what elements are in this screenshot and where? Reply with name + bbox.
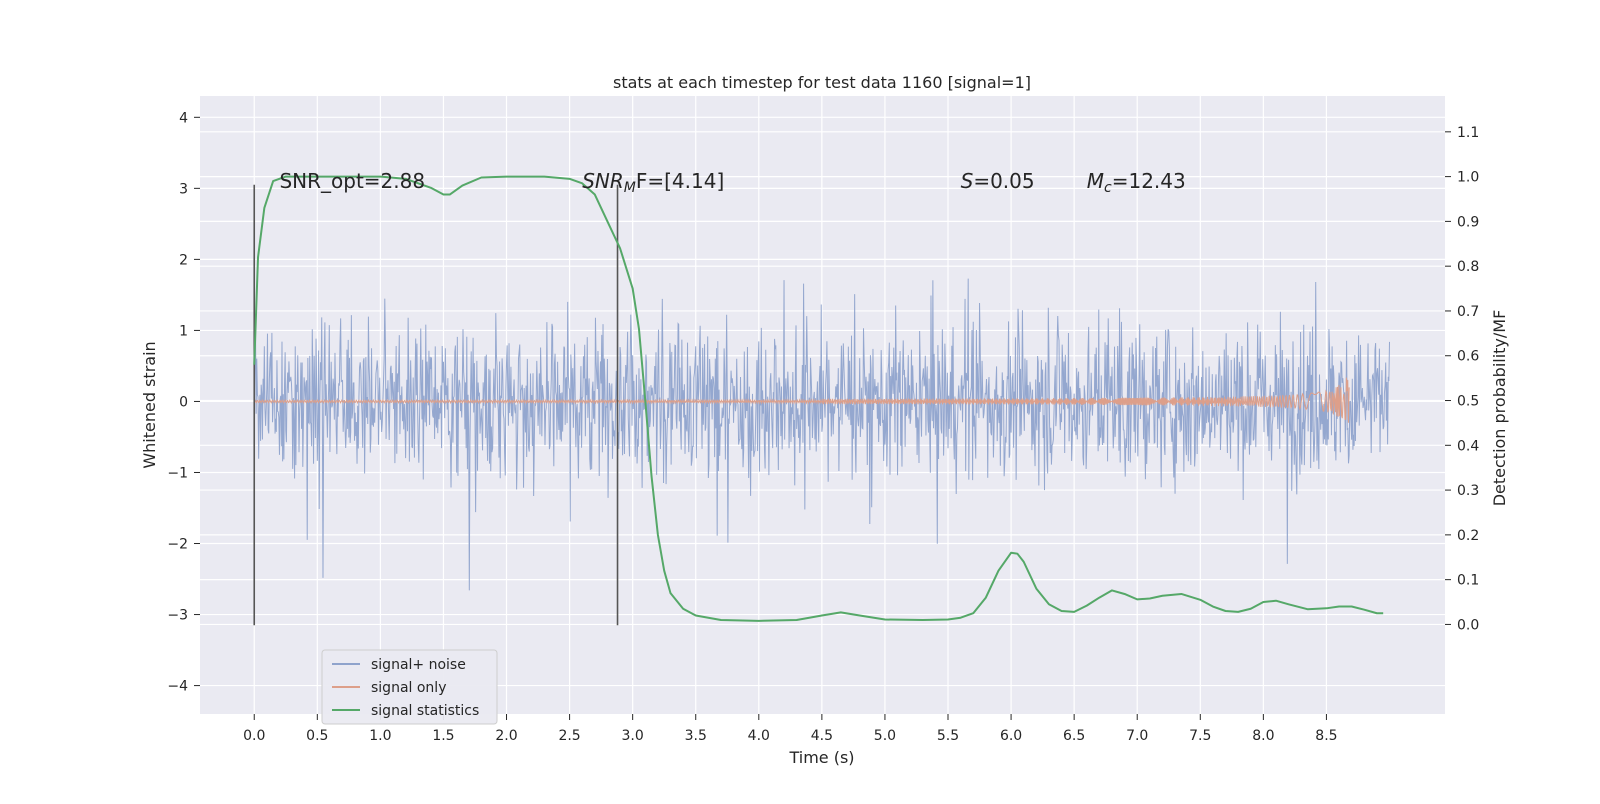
x-tick-label: 5.0 <box>874 728 896 744</box>
legend-label-signal-noise: signal+ noise <box>371 657 466 673</box>
y2-tick-label: 1.0 <box>1457 170 1479 186</box>
y-tick-label: 0 <box>179 394 188 410</box>
annotation-s-value: S=0.05 <box>961 169 1035 193</box>
x-tick-label: 3.5 <box>685 728 707 744</box>
legend-box <box>321 649 498 725</box>
annotation-snr-mf: SNRMF=[4.14] <box>582 169 724 196</box>
x-axis-ticks: 0.0 0.5 1.0 1.5 2.0 2.5 3.0 3.5 4.0 4.5 5.0 5.5 6.0 6… <box>243 714 1338 744</box>
x-tick-label: 3.0 <box>622 728 644 744</box>
vertical-markers <box>253 184 619 626</box>
x-tick-label: 0.0 <box>243 728 265 744</box>
x-tick-label: 2.5 <box>558 728 580 744</box>
chart-title: stats at each timestep for test data 116… <box>613 73 1031 92</box>
signal-only-line <box>253 377 1350 423</box>
y-tick-label: 1 <box>179 323 188 339</box>
y2-tick-label: 0.6 <box>1457 349 1479 365</box>
y2-tick-label: 0.5 <box>1457 394 1479 410</box>
y2-tick-label: 1.1 <box>1457 125 1479 141</box>
y2-tick-label: 0.7 <box>1457 304 1479 320</box>
y2-tick-label: 0.2 <box>1457 528 1479 544</box>
x-tick-label: 7.0 <box>1126 728 1148 744</box>
x-tick-label: 8.0 <box>1252 728 1274 744</box>
y2-axis-label: Detection probability/MF <box>1490 310 1509 507</box>
y-tick-label: 3 <box>179 181 188 197</box>
legend-label-signal-only: signal only <box>371 680 446 696</box>
x-tick-label: 0.5 <box>306 728 328 744</box>
annotations: SNR_opt=2.88 SNRMF=[4.14] S=0.05 Mc=12.43 <box>279 169 1185 196</box>
y-tick-label: −2 <box>167 537 188 553</box>
series-signal-statistics <box>253 175 1384 622</box>
x-tick-label: 6.5 <box>1063 728 1085 744</box>
y2-tick-label: 0.3 <box>1457 483 1479 499</box>
x-tick-label: 7.5 <box>1189 728 1211 744</box>
y-tick-label: −4 <box>167 679 188 695</box>
y2-tick-label: 0.9 <box>1457 214 1479 230</box>
x-tick-label: 4.5 <box>811 728 833 744</box>
signal-noise-line <box>253 278 1390 591</box>
y2-tick-label: 0.4 <box>1457 438 1479 454</box>
x-tick-label: 8.5 <box>1315 728 1337 744</box>
legend-label-signal-statistics: signal statistics <box>371 703 479 719</box>
x-tick-label: 2.0 <box>495 728 517 744</box>
x-tick-label: 1.5 <box>432 728 454 744</box>
series-signal-noise <box>253 278 1390 591</box>
annotation-mc-value: Mc=12.43 <box>1087 169 1186 196</box>
x-tick-label: 6.0 <box>1000 728 1022 744</box>
left-axis-ticks: 4 3 2 1 0 −1 −2 −3 −4 <box>167 110 200 695</box>
signal-statistics-line <box>253 175 1384 622</box>
y-tick-label: 2 <box>179 252 188 268</box>
y-tick-label: 4 <box>179 110 188 126</box>
x-tick-label: 4.0 <box>748 728 770 744</box>
x-axis-label: Time (s) <box>788 748 854 767</box>
y2-tick-label: 0.1 <box>1457 573 1479 589</box>
y-tick-label: −3 <box>167 608 188 624</box>
x-tick-label: 1.0 <box>369 728 391 744</box>
y-axis-label: Whitened strain <box>140 341 159 468</box>
y2-tick-label: 0.8 <box>1457 259 1479 275</box>
legend: signal+ noise signal only signal statist… <box>321 649 498 725</box>
right-axis-ticks: 1.1 1.0 0.9 0.8 0.7 0.6 0.5 0.4 0.3 0.2 0.1 0.0 <box>1445 125 1479 633</box>
series-signal-only <box>253 377 1350 423</box>
annotation-snr-opt: SNR_opt=2.88 <box>279 169 425 193</box>
x-tick-label: 5.5 <box>937 728 959 744</box>
y-tick-label: −1 <box>167 465 188 481</box>
y2-tick-label: 0.0 <box>1457 617 1479 633</box>
